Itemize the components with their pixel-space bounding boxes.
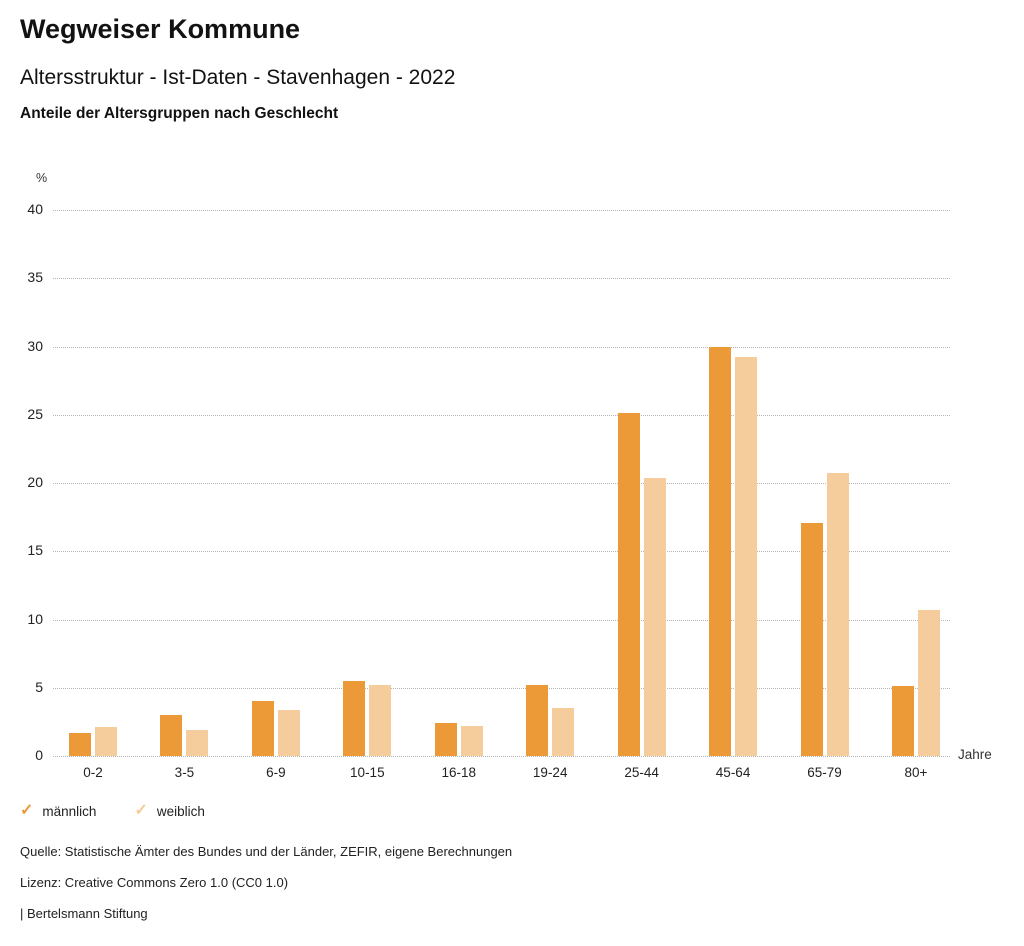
y-tick-0: 0 — [35, 747, 43, 763]
x-tick-25-44: 25-44 — [624, 765, 659, 780]
x-tick-16-18: 16-18 — [441, 765, 477, 780]
gridline-10 — [53, 619, 950, 621]
app-title: Wegweiser Kommune — [20, 14, 301, 44]
bar-group-16-18: 16-18 — [434, 210, 483, 780]
bar-männlich-6-9[interactable] — [251, 701, 274, 756]
gridline-30 — [53, 346, 950, 348]
bar-group-65-79: 65-79 — [800, 210, 849, 780]
bar-group-80+: 80+ — [891, 210, 940, 780]
x-tick-45-64: 45-64 — [715, 765, 751, 780]
bar-weiblich-25-44[interactable] — [643, 477, 666, 756]
y-axis-unit-label: % — [36, 171, 48, 185]
bar-weiblich-10-15[interactable] — [369, 685, 392, 756]
y-tick-15: 15 — [27, 542, 43, 559]
chart-subtitle: Anteile der Altersgruppen nach Geschlech… — [20, 105, 339, 122]
footer-attribution: | Bertelsmann Stiftung — [20, 906, 148, 921]
bar-männlich-3-5[interactable] — [160, 715, 183, 756]
legend-label-maennlich: männlich — [42, 803, 97, 819]
bar-weiblich-45-64[interactable] — [735, 357, 758, 756]
x-tick-19-24: 19-24 — [532, 765, 568, 780]
x-tick-3-5: 3-5 — [174, 765, 195, 780]
bar-weiblich-65-79[interactable] — [826, 473, 849, 756]
bar-group-25-44: 25-44 — [617, 210, 666, 780]
gridline-5 — [53, 687, 950, 689]
gridline-40 — [53, 210, 950, 211]
bar-männlich-45-64[interactable] — [709, 346, 732, 756]
y-tick-25: 25 — [27, 405, 43, 422]
bar-weiblich-3-5[interactable] — [186, 730, 209, 756]
y-tick-30: 30 — [27, 337, 43, 354]
bar-männlich-10-15[interactable] — [343, 680, 366, 756]
bar-weiblich-6-9[interactable] — [277, 709, 300, 756]
bar-group-45-64: 45-64 — [709, 210, 758, 780]
legend-item-weiblich[interactable]: ✓ weiblich — [134, 803, 204, 819]
x-axis-unit-label: Jahre — [958, 747, 992, 762]
y-tick-10: 10 — [27, 610, 43, 627]
x-tick-80+: 80+ — [904, 765, 928, 780]
bar-group-0-2: 0-2 — [69, 210, 117, 780]
legend-label-weiblich: weiblich — [156, 803, 205, 819]
footer-license: Lizenz: Creative Commons Zero 1.0 (CC0 1… — [20, 875, 289, 890]
x-tick-10-15: 10-15 — [350, 765, 385, 780]
gridline-25 — [53, 414, 950, 416]
footer-source: Quelle: Statistische Ämter des Bundes un… — [20, 844, 513, 859]
bar-group-19-24: 19-24 — [526, 210, 575, 780]
bar-männlich-16-18[interactable] — [434, 723, 457, 756]
gridline-0 — [53, 756, 950, 757]
bar-männlich-19-24[interactable] — [526, 685, 549, 756]
check-icon: ✓ — [20, 802, 34, 819]
y-tick-5: 5 — [35, 678, 43, 695]
check-icon: ✓ — [134, 802, 148, 819]
y-tick-20: 20 — [27, 474, 43, 490]
bar-männlich-0-2[interactable] — [69, 732, 91, 756]
bar-group-6-9: 6-9 — [251, 210, 300, 780]
x-tick-0-2: 0-2 — [83, 765, 103, 780]
chart-legend: ✓ männlich ✓ weiblich — [20, 803, 205, 819]
chart-title: Altersstruktur - Ist-Daten - Stavenhagen… — [20, 66, 456, 89]
x-tick-6-9: 6-9 — [266, 765, 286, 780]
bar-männlich-65-79[interactable] — [800, 522, 823, 756]
bar-group-3-5: 3-5 — [160, 210, 209, 780]
bar-weiblich-16-18[interactable] — [460, 725, 483, 756]
y-tick-35: 35 — [27, 269, 43, 286]
bar-groups: 0-2 3-5 6-9 10-15 16-18 19-24 25-44 45-64 65-79 8… — [53, 210, 950, 780]
age-structure-bar-chart: 0 5 10 15 20 25 30 35 40 0-2 3-5 6-9 10-15 16-18 19-24… — [27, 201, 950, 780]
bar-weiblich-19-24[interactable] — [552, 708, 575, 756]
y-tick-40: 40 — [27, 201, 43, 217]
gridline-35 — [53, 278, 950, 280]
bar-männlich-80+[interactable] — [891, 686, 914, 756]
bar-männlich-25-44[interactable] — [617, 413, 640, 756]
gridline-15 — [53, 551, 950, 553]
bar-weiblich-0-2[interactable] — [95, 727, 117, 756]
legend-item-maennlich[interactable]: ✓ männlich — [20, 803, 96, 819]
bar-group-10-15: 10-15 — [343, 210, 392, 780]
x-tick-65-79: 65-79 — [807, 765, 842, 780]
gridline-20 — [53, 483, 950, 484]
bar-weiblich-80+[interactable] — [917, 609, 940, 756]
